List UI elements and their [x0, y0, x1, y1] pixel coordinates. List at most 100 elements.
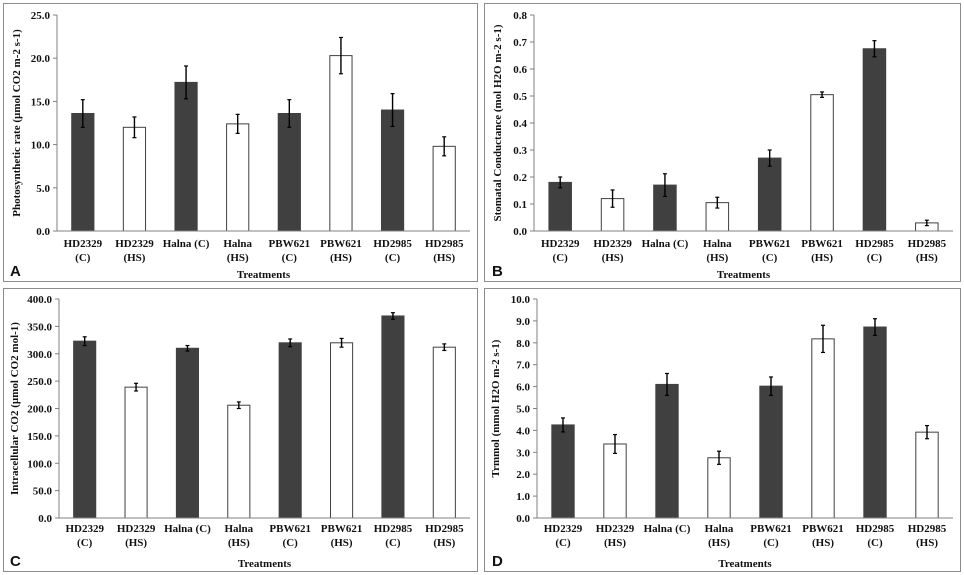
- chart-a-y-tick-label: 10.0: [31, 140, 51, 152]
- chart-b-category-label: Halna (C): [642, 238, 689, 250]
- chart-d-bar: [811, 338, 835, 519]
- chart-d-category-label: HD2329 (C): [544, 523, 583, 549]
- chart-b-bar: [757, 157, 782, 232]
- chart-b-bar: [810, 94, 834, 232]
- chart-c-bar: [330, 342, 354, 519]
- chart-d-bar: [759, 385, 783, 519]
- chart-c-category-label: HD2985 (C): [374, 523, 413, 549]
- chart-b-y-tick-label: 0.8: [513, 10, 527, 22]
- chart-b-category-label: Halna (HS): [703, 238, 732, 264]
- chart-a-panel-label: A: [10, 263, 21, 280]
- chart-b-category-label: HD2985 (HS): [908, 238, 947, 264]
- chart-c-bar: [175, 347, 199, 519]
- chart-d-panel-label: D: [492, 553, 503, 570]
- chart-b-category-label: PBW621 (C): [749, 238, 791, 264]
- chart-b-y-tick-label: 0.5: [513, 91, 527, 103]
- chart-b-category-label: PBW621 (HS): [801, 238, 843, 264]
- chart-b-y-tick-label: 0.4: [513, 118, 527, 130]
- chart-d-y-tick-label: 0.0: [516, 513, 530, 525]
- chart-d-y-tick-label: 6.0: [516, 382, 530, 394]
- chart-a-y-tick-label: 25.0: [31, 10, 51, 22]
- chart-c-panel-label: C: [10, 553, 21, 570]
- chart-c-y-tick-label: 100.0: [27, 458, 52, 470]
- chart-a-y-tick-label: 5.0: [36, 183, 50, 195]
- chart-a-bar: [277, 112, 301, 232]
- chart-b-y-tick-label: 0.6: [513, 64, 527, 76]
- chart-d-y-tick-label: 4.0: [516, 425, 530, 437]
- chart-b-bar: [862, 48, 887, 232]
- chart-d-bar: [915, 431, 939, 519]
- chart-c-y-tick-label: 0.0: [38, 513, 52, 525]
- chart-b-y-tick-label: 0.0: [513, 226, 527, 238]
- chart-a-bar: [226, 123, 250, 232]
- chart-d-bar: [655, 383, 679, 519]
- chart-d-y-tick-label: 10.0: [511, 294, 531, 306]
- chart-c-bar: [278, 342, 302, 519]
- chart-b-bar: [548, 181, 572, 232]
- panel-d-trmmol: 0.0 1.0 2.0 3.0 4.0 5.0 6.0 7.0 8.0 9.0 10.0 HD2329…: [484, 288, 961, 572]
- chart-a-bar: [122, 126, 147, 232]
- chart-c-y-tick-label: 400.0: [27, 294, 52, 306]
- chart-a-y-tick-label: 15.0: [31, 96, 51, 108]
- chart-a-category-label: HD2329 (HS): [115, 238, 154, 264]
- chart-a-category-label: Halna (HS): [223, 238, 252, 264]
- chart-a-x-axis-title: Treatments: [237, 269, 291, 281]
- chart-b-category-label: HD2329 (C): [541, 238, 580, 264]
- chart-a-category-label: HD2985 (C): [373, 238, 412, 264]
- chart-c-bar: [73, 340, 97, 519]
- chart-c-y-tick-label: 350.0: [27, 321, 52, 333]
- chart-d-y-tick-label: 8.0: [516, 338, 530, 350]
- chart-c-category-label: HD2329 (C): [65, 523, 104, 549]
- chart-d-bar: [551, 424, 575, 519]
- chart-d-y-axis-title: Trmmol (mmol H2O m-2 s-1): [490, 339, 502, 477]
- panel-c-intracellular-co2: 0.0 50.0 100.0 150.0 200.0 250.0 300.0 350.0 400…: [3, 288, 478, 572]
- chart-d-category-label: Halna (C): [644, 523, 691, 535]
- chart-b-category-label: HD2329 (HS): [593, 238, 632, 264]
- chart-b-panel-label: B: [492, 263, 503, 280]
- chart-b-svg: 0.0 0.1 0.2 0.3 0.4 0.5 0.6 0.7 0.8 HD2329 (C) HD23…: [492, 10, 953, 281]
- chart-a-bar: [174, 81, 198, 232]
- chart-b-y-tick-label: 0.7: [513, 37, 527, 49]
- chart-d-y-tick-label: 7.0: [516, 360, 530, 372]
- chart-a-y-tick-label: 20.0: [31, 53, 51, 65]
- chart-a-bar: [71, 112, 95, 232]
- chart-a-category-label: Halna (C): [163, 238, 210, 250]
- panel-b-stomatal-conductance: 0.0 0.1 0.2 0.3 0.4 0.5 0.6 0.7 0.8 HD2329 (C) HD23…: [484, 3, 961, 282]
- chart-c-y-tick-label: 250.0: [27, 376, 52, 388]
- chart-a-category-label: PBW621 (HS): [320, 238, 362, 264]
- chart-c-category-label: PBW621 (HS): [321, 523, 363, 549]
- chart-a-category-label: HD2329 (C): [64, 238, 103, 264]
- chart-d-category-label: Halna (HS): [705, 523, 734, 549]
- chart-d-category-label: HD2985 (HS): [908, 523, 947, 549]
- chart-d-y-tick-label: 9.0: [516, 316, 530, 328]
- chart-c-category-label: PBW621 (C): [269, 523, 311, 549]
- chart-c-category-label: HD2329 (HS): [117, 523, 156, 549]
- chart-b-y-tick-label: 0.1: [513, 199, 527, 211]
- chart-d-x-axis-title: Treatments: [718, 558, 772, 570]
- chart-b-category-label: HD2985 (C): [855, 238, 894, 264]
- chart-a-bar: [380, 109, 405, 232]
- chart-d-y-tick-label: 2.0: [516, 469, 530, 481]
- chart-a-svg: 0.0 5.0 10.0 15.0 20.0 25.0 HD2329 (C) HD2329 (HS…: [10, 10, 470, 281]
- chart-a-bar: [329, 55, 353, 232]
- chart-c-category-label: Halna (C): [164, 523, 211, 535]
- chart-d-category-label: HD2329 (HS): [596, 523, 635, 549]
- chart-d-bar: [863, 326, 887, 519]
- chart-d-bar: [603, 443, 627, 519]
- chart-c-y-tick-label: 50.0: [33, 486, 53, 498]
- chart-c-bar: [432, 346, 456, 519]
- chart-a-y-tick-label: 0.0: [36, 226, 50, 238]
- chart-d-category-label: PBW621 (HS): [802, 523, 844, 549]
- chart-d-y-tick-label: 3.0: [516, 447, 530, 459]
- chart-c-svg: 0.0 50.0 100.0 150.0 200.0 250.0 300.0 350.0 400…: [9, 294, 470, 570]
- chart-d-bar: [707, 457, 731, 519]
- chart-a-category-label: HD2985 (HS): [425, 238, 464, 264]
- chart-a-y-axis-title: Photosynthetic rate (µmol CO2 m-2 s-1): [11, 29, 23, 217]
- chart-d-category-label: HD2985 (C): [856, 523, 895, 549]
- chart-a-bar: [432, 145, 456, 232]
- chart-d-svg: 0.0 1.0 2.0 3.0 4.0 5.0 6.0 7.0 8.0 9.0 10.0 HD2329…: [490, 294, 953, 570]
- chart-c-category-label: Halna (HS): [224, 523, 253, 549]
- chart-c-category-label: HD2985 (HS): [425, 523, 464, 549]
- chart-c-y-tick-label: 300.0: [27, 349, 52, 361]
- chart-c-bar: [227, 404, 251, 519]
